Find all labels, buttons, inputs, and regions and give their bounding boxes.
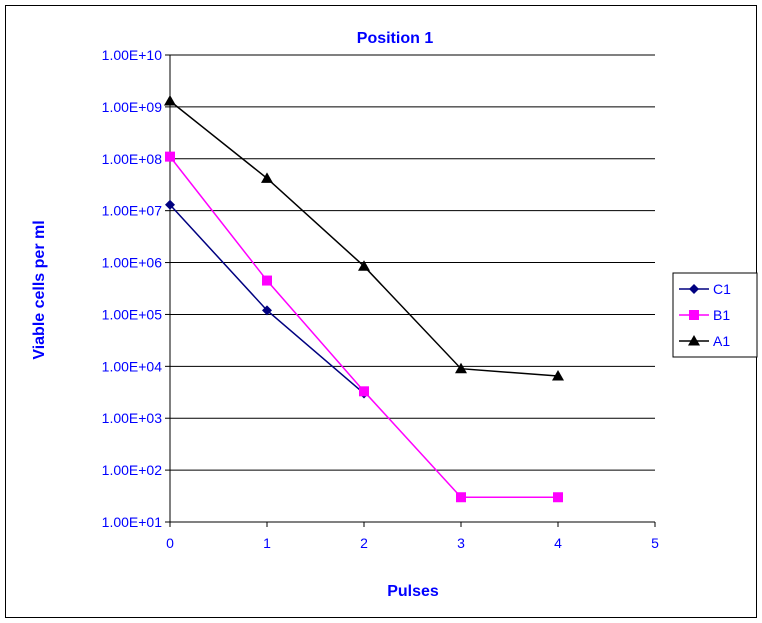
legend-item-A1: A1 xyxy=(679,333,730,349)
data-point xyxy=(261,172,273,183)
legend-label: A1 xyxy=(713,333,730,349)
data-point xyxy=(689,284,699,294)
y-tick-label: 1.00E+10 xyxy=(102,47,163,63)
series-line xyxy=(169,156,558,498)
x-tick-label: 3 xyxy=(457,535,465,551)
data-point xyxy=(358,260,370,271)
y-tick-label: 1.00E+04 xyxy=(102,358,163,374)
data-point xyxy=(164,94,176,106)
series-C1 xyxy=(165,199,369,399)
legend-label: C1 xyxy=(713,281,731,297)
series-A1 xyxy=(164,94,564,381)
legend: C1 B1 A1 xyxy=(672,272,758,358)
series-B1 xyxy=(165,151,563,503)
y-tick-label: 1.00E+05 xyxy=(102,306,163,322)
x-tick-label: 2 xyxy=(360,535,368,551)
data-point xyxy=(165,199,175,210)
series-line xyxy=(169,100,559,377)
data-point xyxy=(552,370,564,381)
data-point xyxy=(262,305,272,316)
y-tick-label: 1.00E+01 xyxy=(102,514,163,530)
data-point xyxy=(455,362,467,374)
legend-label: B1 xyxy=(713,307,730,323)
grid xyxy=(170,54,655,471)
y-tick-label: 1.00E+06 xyxy=(102,255,163,271)
data-point xyxy=(262,275,272,286)
x-tick-label: 1 xyxy=(263,535,271,551)
legend-item-C1: C1 xyxy=(679,281,731,297)
y-tick-label: 1.00E+09 xyxy=(102,99,163,115)
data-point xyxy=(689,310,699,320)
data-point xyxy=(165,151,175,162)
y-axis-label: Viable cells per ml xyxy=(31,220,48,359)
legend-item-B1: B1 xyxy=(679,307,730,323)
y-tick-label: 1.00E+03 xyxy=(102,410,163,426)
chart-title: Position 1 xyxy=(357,30,434,47)
data-point xyxy=(553,492,563,503)
x-axis-label: Pulses xyxy=(387,583,439,600)
y-tick-label: 1.00E+07 xyxy=(102,203,163,219)
x-tick-label: 4 xyxy=(554,535,562,551)
x-tick-label: 5 xyxy=(651,535,659,551)
data-point xyxy=(456,492,466,503)
y-tick-label: 1.00E+02 xyxy=(102,462,163,478)
x-tick-label: 0 xyxy=(166,535,174,551)
y-tick-label: 1.00E+08 xyxy=(102,151,163,167)
series-layer xyxy=(164,94,564,503)
series-line xyxy=(169,204,365,395)
data-point xyxy=(359,386,369,397)
axes: 1.00E+01 1.00E+02 1.00E+03 1.00E+04 1.00E+05… xyxy=(102,47,659,551)
data-point xyxy=(688,335,700,346)
